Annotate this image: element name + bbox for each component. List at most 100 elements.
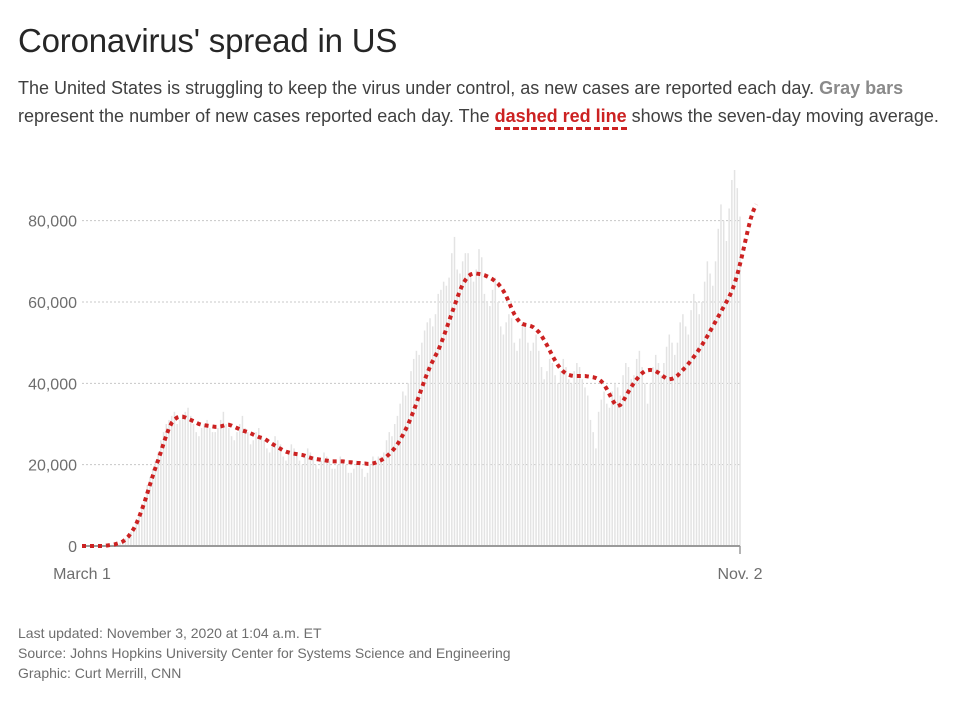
daily-cases-bar	[464, 253, 467, 546]
daily-cases-bar	[432, 326, 434, 546]
daily-cases-bar	[682, 314, 684, 546]
moving-average-line	[82, 203, 759, 548]
daily-cases-bar	[442, 281, 445, 546]
daily-cases-bar	[285, 460, 287, 546]
daily-cases-bar	[519, 338, 521, 546]
daily-cases-bar	[684, 326, 687, 546]
daily-cases-bar	[404, 395, 407, 546]
daily-cases-bar	[652, 367, 654, 546]
daily-cases-bar	[312, 456, 314, 546]
daily-cases-bar	[562, 358, 565, 546]
daily-cases-bar	[584, 387, 586, 546]
daily-cases-bar	[597, 411, 600, 546]
daily-cases-bar	[347, 472, 350, 546]
daily-cases-bar	[399, 403, 401, 546]
daily-cases-bar	[336, 464, 339, 546]
daily-cases-bar	[676, 342, 679, 546]
daily-cases-bar	[703, 281, 706, 546]
daily-cases-bar	[499, 326, 502, 546]
daily-cases-bar	[698, 314, 700, 546]
y-tick-label: 60,000	[28, 295, 77, 312]
daily-cases-bar	[538, 350, 540, 546]
daily-cases-bar	[130, 531, 132, 546]
daily-cases-bar	[508, 314, 510, 546]
daily-cases-bar	[461, 261, 464, 546]
daily-cases-bar	[625, 363, 627, 546]
daily-cases-bar	[445, 285, 448, 546]
daily-cases-bar	[440, 289, 442, 546]
daily-cases-bar	[190, 415, 192, 546]
daily-cases-bar	[690, 310, 692, 546]
daily-cases-bar	[119, 542, 121, 546]
daily-cases-bar	[396, 415, 399, 546]
daily-cases-bar	[551, 363, 554, 546]
daily-cases-bar	[483, 293, 486, 546]
daily-cases-bar	[611, 391, 613, 546]
daily-cases-bar	[567, 379, 570, 546]
daily-cases-bar	[279, 444, 282, 546]
daily-cases-bar	[361, 468, 363, 546]
daily-cases-bar	[709, 273, 711, 546]
daily-cases-bar	[383, 452, 385, 546]
daily-cases-bar	[160, 440, 162, 546]
daily-cases-bar	[296, 452, 298, 546]
daily-cases-bar	[135, 521, 138, 546]
daily-cases-bar	[198, 436, 200, 546]
daily-cases-bar	[494, 277, 497, 546]
daily-cases-bar	[429, 318, 431, 546]
daily-cases-bar	[206, 419, 208, 546]
daily-cases-bar	[600, 399, 603, 546]
daily-cases-bar	[277, 440, 279, 546]
daily-cases-bar	[546, 371, 548, 546]
daily-cases-bar	[304, 456, 306, 546]
daily-cases-bar	[290, 444, 293, 546]
daily-cases-bar	[614, 383, 616, 546]
daily-cases-bar	[578, 367, 581, 546]
daily-cases-bar	[722, 220, 725, 547]
y-axis-labels: 0 20,000 40,000 60,000 80,000	[28, 214, 77, 556]
daily-cases-bar	[687, 334, 690, 546]
daily-cases-bar	[274, 436, 276, 546]
daily-cases-bar	[195, 432, 197, 546]
daily-cases-bar	[524, 326, 526, 546]
daily-cases-bar	[203, 424, 206, 546]
daily-cases-bar	[421, 342, 423, 546]
daily-cases-bar	[570, 383, 573, 546]
daily-cases-bar	[377, 456, 380, 546]
daily-cases-bar	[260, 436, 263, 546]
daily-cases-bar	[543, 379, 545, 546]
daily-cases-bar	[513, 342, 516, 546]
daily-cases-bar	[456, 269, 458, 546]
daily-cases-bar	[559, 371, 562, 546]
daily-cases-bar	[486, 302, 488, 546]
daily-cases-bar	[622, 375, 624, 546]
daily-cases-bar	[437, 293, 439, 546]
daily-cases-bar	[502, 334, 505, 546]
daily-cases-bar	[706, 261, 709, 546]
daily-cases-bar	[364, 476, 366, 546]
daily-cases-bar	[385, 440, 388, 546]
daily-cases-bar	[315, 464, 317, 546]
daily-cases-bar	[527, 342, 529, 546]
daily-cases-bar	[695, 302, 698, 546]
daily-cases-bar	[576, 363, 578, 546]
daily-cases-bar	[241, 415, 244, 546]
daily-cases-bar	[263, 440, 265, 546]
daily-cases-bar	[467, 253, 469, 546]
daily-cases-bar	[720, 204, 722, 546]
daily-cases-bar	[345, 464, 347, 546]
daily-cases-bar	[633, 375, 635, 546]
daily-cases-bar	[323, 452, 325, 546]
daily-cases-bar	[418, 354, 420, 546]
daily-cases-bar	[644, 383, 646, 546]
daily-cases-bar	[589, 419, 592, 546]
daily-cases-bar	[132, 527, 135, 546]
daily-cases-bar	[475, 269, 478, 546]
source-note: Source: Johns Hopkins University Center …	[18, 645, 511, 661]
daily-cases-bar	[565, 367, 567, 546]
description-text-3: shows the seven-day moving average.	[626, 106, 939, 126]
daily-cases-bar	[557, 383, 559, 546]
daily-cases-bar	[663, 363, 665, 546]
daily-cases-bar	[154, 460, 157, 546]
daily-cases-bar	[448, 277, 450, 546]
